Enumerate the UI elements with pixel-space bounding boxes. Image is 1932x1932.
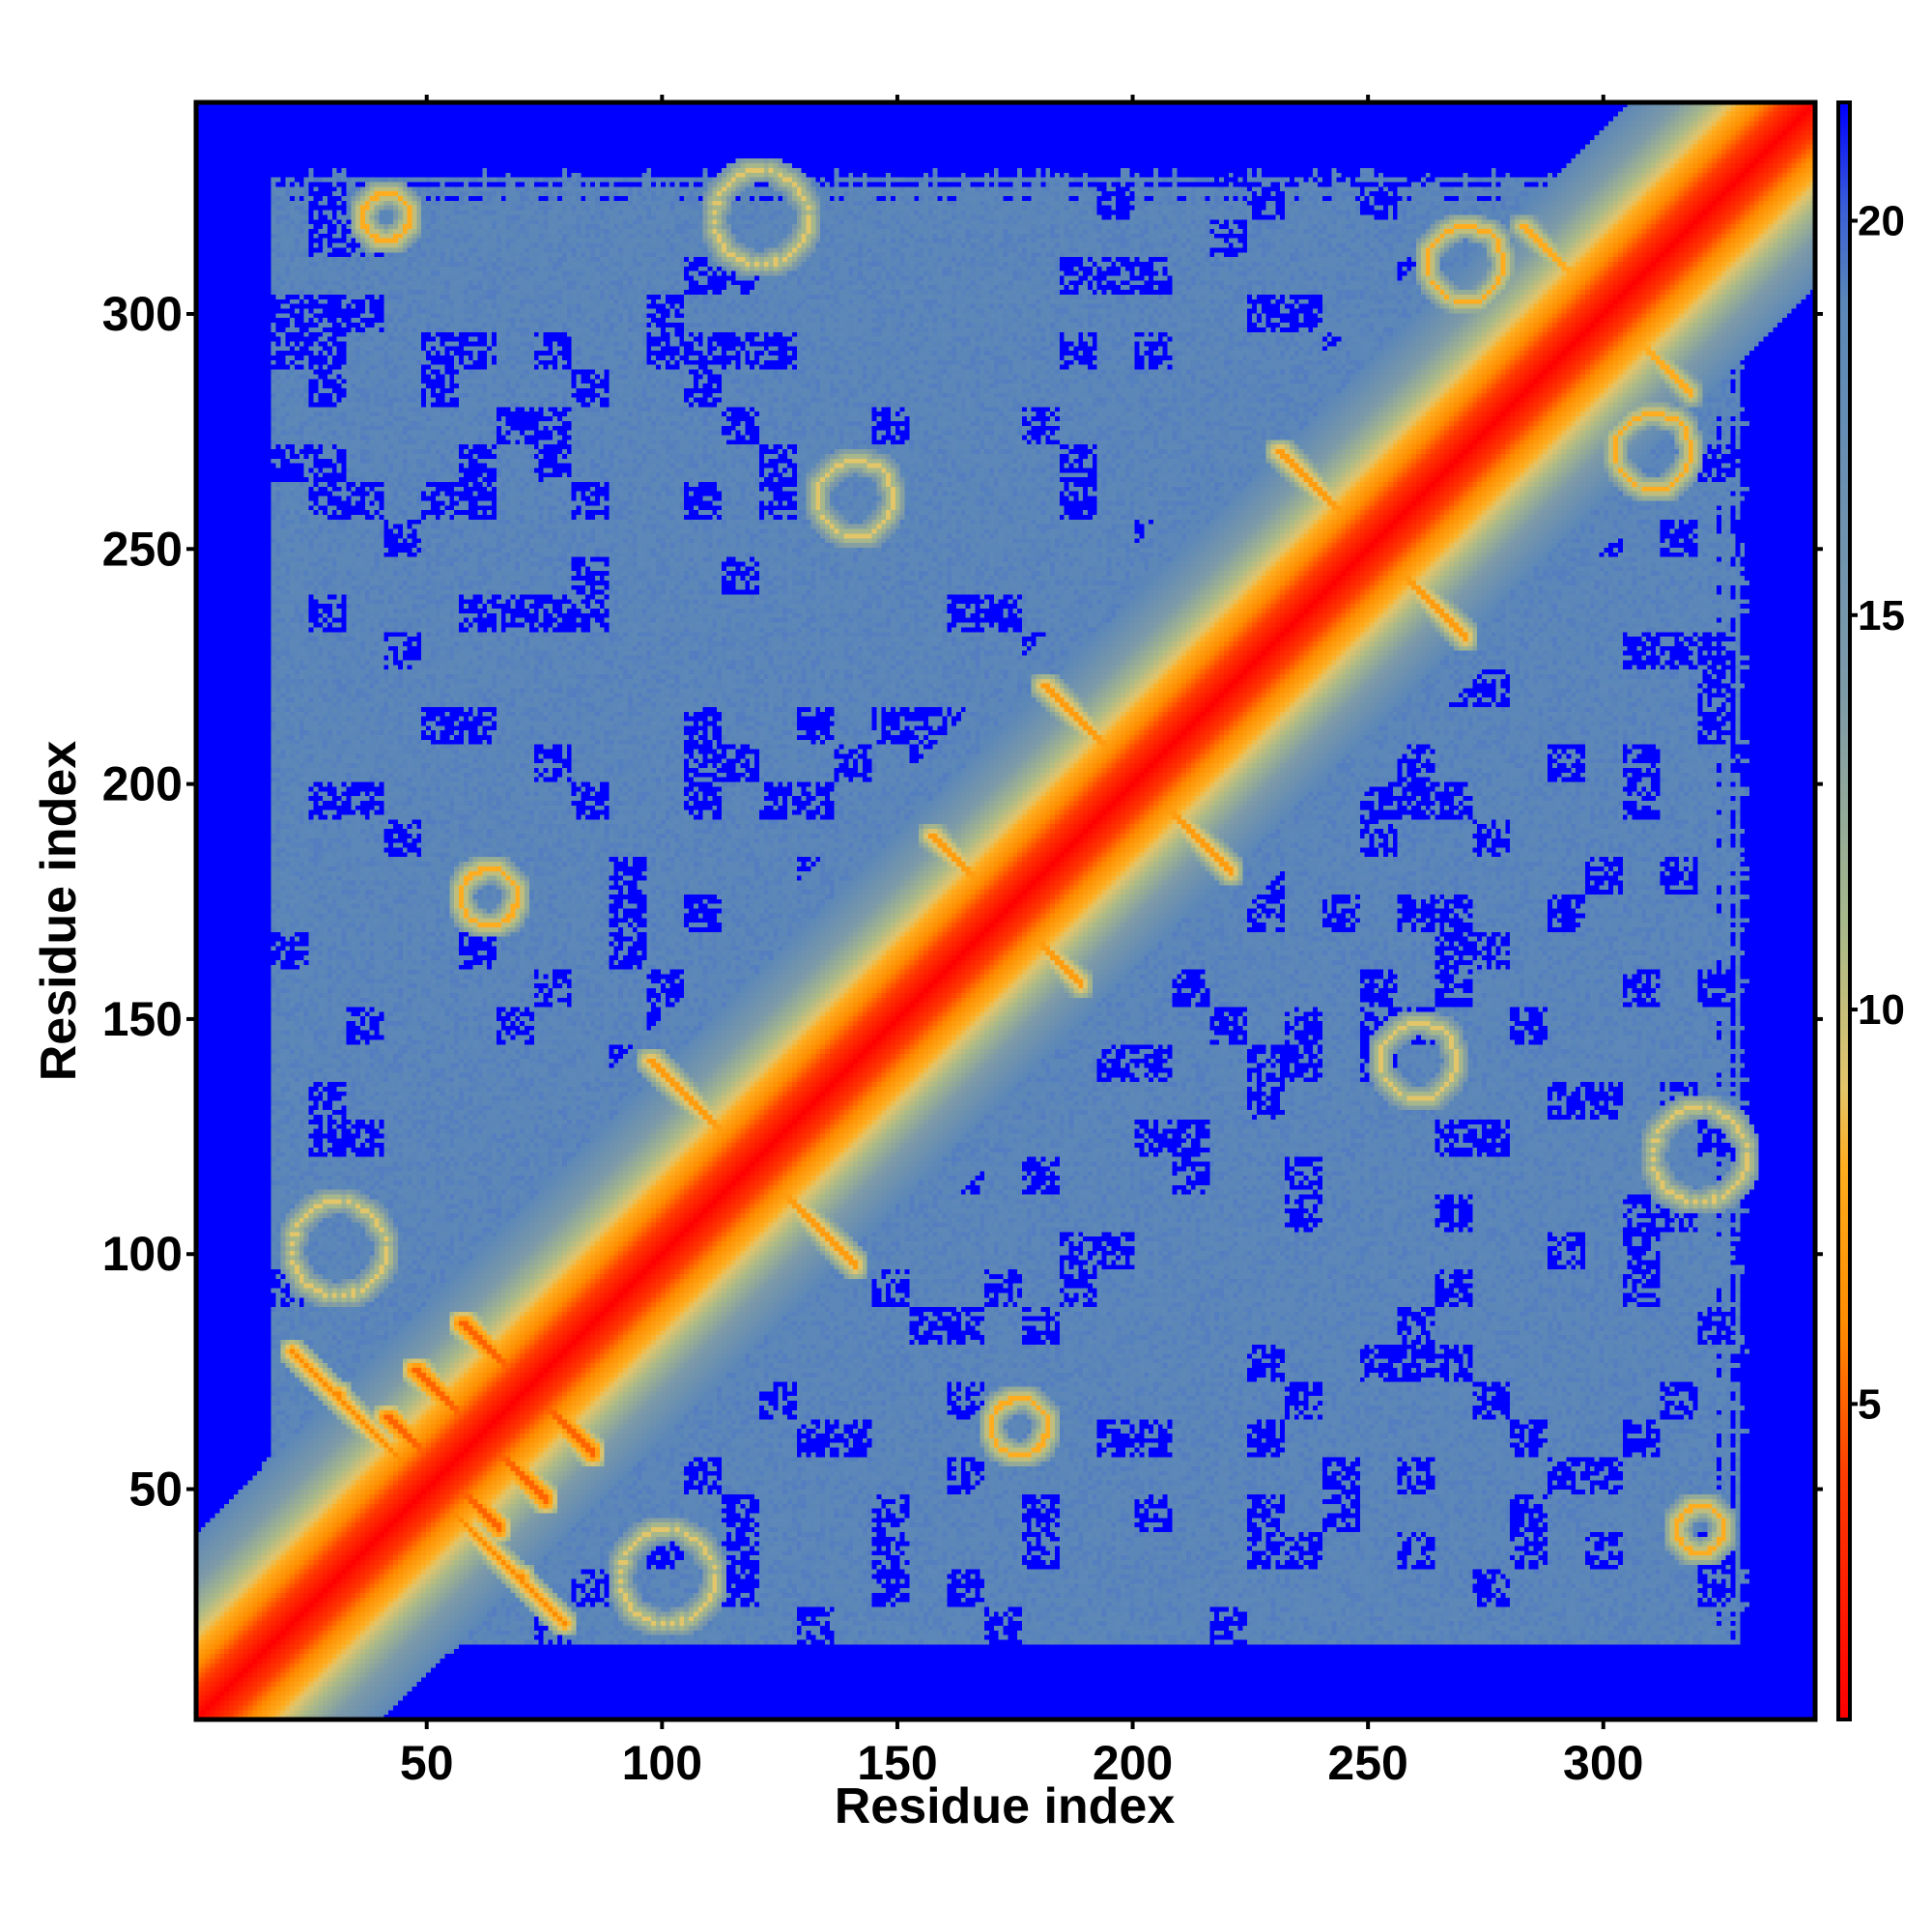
colorbar-tick-label: 20 xyxy=(1858,197,1905,244)
colorbar-tick-label: 5 xyxy=(1858,1380,1881,1428)
colorbar-tick-label: 10 xyxy=(1858,986,1905,1034)
heatmap-canvas xyxy=(196,102,1815,1719)
x-tick-label: 300 xyxy=(1563,1736,1643,1790)
y-tick-label: 150 xyxy=(102,992,183,1046)
y-tick-label: 100 xyxy=(102,1227,183,1281)
colorbar-tick-label: 15 xyxy=(1858,592,1905,639)
y-axis-title: Residue index xyxy=(31,741,87,1082)
x-axis-title: Residue index xyxy=(835,1778,1176,1834)
colorbar: 5 10 15 20 xyxy=(1836,100,1905,1721)
y-tick-label: 250 xyxy=(102,522,183,576)
colorbar-gradient xyxy=(1838,102,1850,1719)
plot-frame xyxy=(193,99,1818,1722)
colorbar-ticks: 5 10 15 20 xyxy=(1850,197,1905,1428)
x-tick-label: 250 xyxy=(1327,1736,1407,1790)
y-tick-label: 200 xyxy=(102,757,183,811)
y-tick-label: 300 xyxy=(102,287,183,341)
y-axis-ticks: 50 100 150 200 250 300 xyxy=(102,287,196,1517)
x-tick-label: 200 xyxy=(1093,1736,1173,1790)
x-tick-label: 150 xyxy=(857,1736,937,1790)
x-tick-label: 100 xyxy=(622,1736,702,1790)
x-axis-ticks: 50 100 150 200 250 300 xyxy=(400,1719,1643,1790)
y-tick-label: 50 xyxy=(128,1463,183,1517)
top-axis-ticks xyxy=(424,95,1605,102)
x-tick-label: 50 xyxy=(400,1736,454,1790)
right-axis-ticks xyxy=(1815,311,1823,1492)
colorbar-frame xyxy=(1836,100,1852,1721)
